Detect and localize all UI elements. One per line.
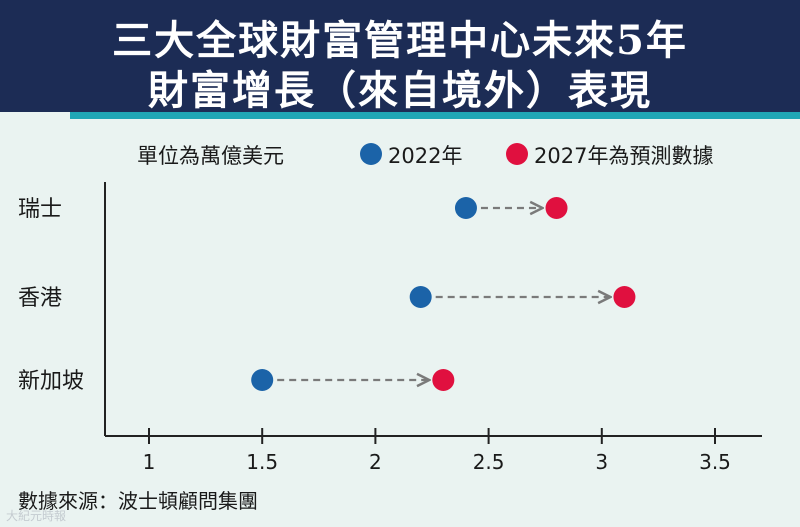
category-label: 瑞士 [18, 197, 62, 222]
x-tick-label: 1.5 [246, 450, 278, 474]
unit-label: 單位為萬億美元 [137, 144, 284, 168]
legend-label-2022: 2022年 [388, 144, 463, 168]
chart-title-line-2: 財富增長（來自境外）表現 [148, 67, 652, 114]
point-2022 [251, 369, 274, 391]
watermark: 大紀元時報 [6, 509, 67, 523]
x-tick-label: 1 [143, 450, 156, 474]
point-2022 [409, 286, 432, 308]
x-tick-label: 3 [595, 450, 608, 474]
point-2027 [545, 197, 568, 219]
x-tick-label: 2 [369, 450, 382, 474]
category-label: 香港 [18, 286, 62, 311]
point-2027 [432, 369, 455, 391]
x-tick-label: 3.5 [699, 450, 731, 474]
legend-marker-2022 [360, 143, 382, 165]
header-banner: 三大全球財富管理中心未來5年 財富增長（來自境外）表現 [0, 0, 800, 114]
point-2022 [454, 197, 477, 219]
legend-marker-2027 [506, 143, 528, 165]
legend-label-2027: 2027年為預測數據 [534, 144, 714, 168]
x-tick-label: 2.5 [473, 450, 505, 474]
point-2027 [613, 286, 636, 308]
category-label: 新加坡 [18, 369, 84, 394]
accent-bar [70, 112, 800, 119]
chart-title-line-1: 三大全球財富管理中心未來5年 [112, 17, 688, 64]
legend: 單位為萬億美元 2022年 2027年為預測數據 [0, 136, 800, 172]
source-note: 數據來源：波士頓顧問集團 [18, 489, 258, 513]
